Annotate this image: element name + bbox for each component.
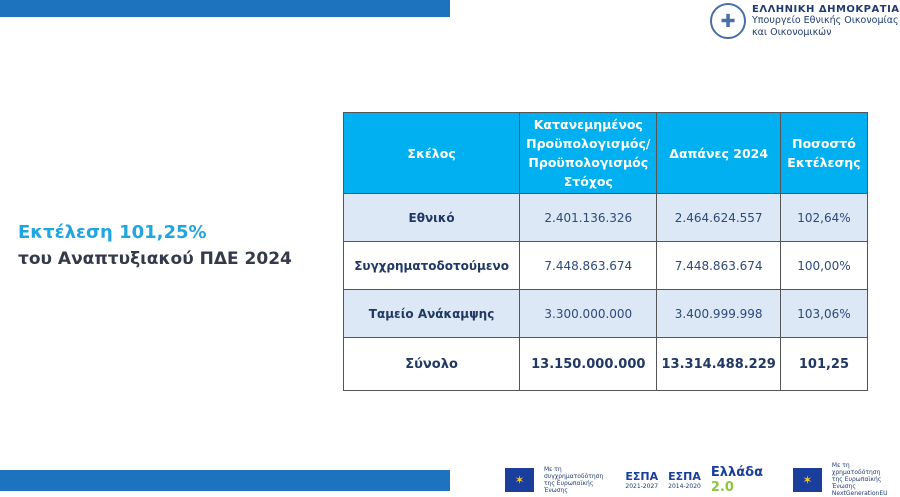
org-line2: Υπουργείο Εθνικής Οικονομίας: [752, 14, 899, 26]
cell: 2.464.624.557: [656, 193, 781, 242]
budget-table: Σκέλος Κατανεμημένος Προϋπολογισμός/ Προ…: [342, 112, 869, 391]
cell: 2.401.136.326: [519, 193, 658, 242]
eu1-line2: της Ευρωπαϊκής Ένωσης: [543, 479, 594, 494]
espa1: ΕΣΠΑ: [625, 469, 659, 483]
cell: Ταμείο Ανάκαμψης: [342, 289, 521, 338]
eu2-line1: Με τη χρηματοδότηση: [831, 462, 881, 476]
eu2-line2: της Ευρωπαϊκής Ένωσης: [831, 476, 882, 490]
org-line1: ΕΛΛΗΝΙΚΗ ΔΗΜΟΚΡΑΤΙΑ: [752, 3, 900, 15]
eu1-line1: Με τη συγχρηματοδότηση: [543, 465, 604, 480]
cell: 103,06%: [779, 289, 869, 338]
espa1-years: 2021-2027: [625, 482, 659, 490]
cell: 101,25: [779, 337, 869, 391]
eu-cofunding-text: Με τη συγχρηματοδότηση της Ευρωπαϊκής Έν…: [544, 466, 615, 494]
ellada-ver: 2.0: [710, 479, 734, 495]
table-row: Εθνικό 2.401.136.326 2.464.624.557 102,6…: [342, 193, 869, 242]
espa2-years: 2014-2020: [668, 482, 701, 490]
funding-logos: ✶ Με τη συγχρηματοδότηση της Ευρωπαϊκής …: [505, 462, 900, 497]
cell: Συγχρηματοδοτούμενο: [342, 241, 521, 290]
headline: Εκτέλεση 101,25% του Αναπτυξιακού ΠΔΕ 20…: [18, 220, 292, 272]
table-row: Συγχρηματοδοτούμενο 7.448.863.674 7.448.…: [342, 241, 869, 290]
table-header: Σκέλος Κατανεμημένος Προϋπολογισμός/ Προ…: [342, 112, 869, 194]
org-line3: και Οικονομικών: [752, 26, 832, 38]
top-bar: [0, 0, 450, 17]
eu2-line3: NextGenerationEU: [831, 490, 888, 497]
ellada-2-logo: Ελλάδα 2.0: [711, 465, 783, 495]
cell: 7.448.863.674: [519, 241, 658, 290]
headline-line2: του Αναπτυξιακού ΠΔΕ 2024: [18, 249, 292, 269]
cell: 13.150.000.000: [519, 337, 658, 391]
column-header: Σκέλος: [342, 112, 521, 194]
cell: 100,00%: [779, 241, 869, 290]
cell: 102,64%: [779, 193, 869, 242]
cell: 3.300.000.000: [519, 289, 658, 338]
cell: 3.400.999.998: [656, 289, 781, 338]
ellada: Ελλάδα: [710, 464, 764, 480]
eu-flag-icon: ✶: [792, 467, 822, 492]
cell: 13.314.488.229: [656, 337, 781, 391]
bottom-bar: [0, 470, 450, 491]
espa2: ΕΣΠΑ: [668, 469, 701, 483]
column-header: Δαπάνες 2024: [656, 112, 781, 194]
ministry-logo: ✚ ΕΛΛΗΝΙΚΗ ΔΗΜΟΚΡΑΤΙΑ Υπουργείο Εθνικής …: [710, 3, 900, 39]
column-header: Ποσοστό Εκτέλεσης: [779, 112, 869, 194]
cell: Εθνικό: [342, 193, 521, 242]
headline-line1: Εκτέλεση 101,25%: [18, 222, 207, 243]
table-row-total: Σύνολο 13.150.000.000 13.314.488.229 101…: [342, 337, 869, 391]
eu-flag-icon: ✶: [505, 467, 534, 492]
cell: 7.448.863.674: [656, 241, 781, 290]
cell: Σύνολο: [342, 337, 521, 391]
table-row: Ταμείο Ανάκαμψης 3.300.000.000 3.400.999…: [342, 289, 869, 338]
column-header: Κατανεμημένος Προϋπολογισμός/ Προϋπολογι…: [519, 112, 658, 194]
eu-funding-text: Με τη χρηματοδότηση της Ευρωπαϊκής Ένωση…: [832, 462, 900, 497]
espa-2014-logo: ΕΣΠΑ 2014-2020: [668, 470, 701, 490]
greek-seal-icon: ✚: [710, 3, 746, 39]
espa-2021-logo: ΕΣΠΑ 2021-2027: [625, 470, 658, 490]
